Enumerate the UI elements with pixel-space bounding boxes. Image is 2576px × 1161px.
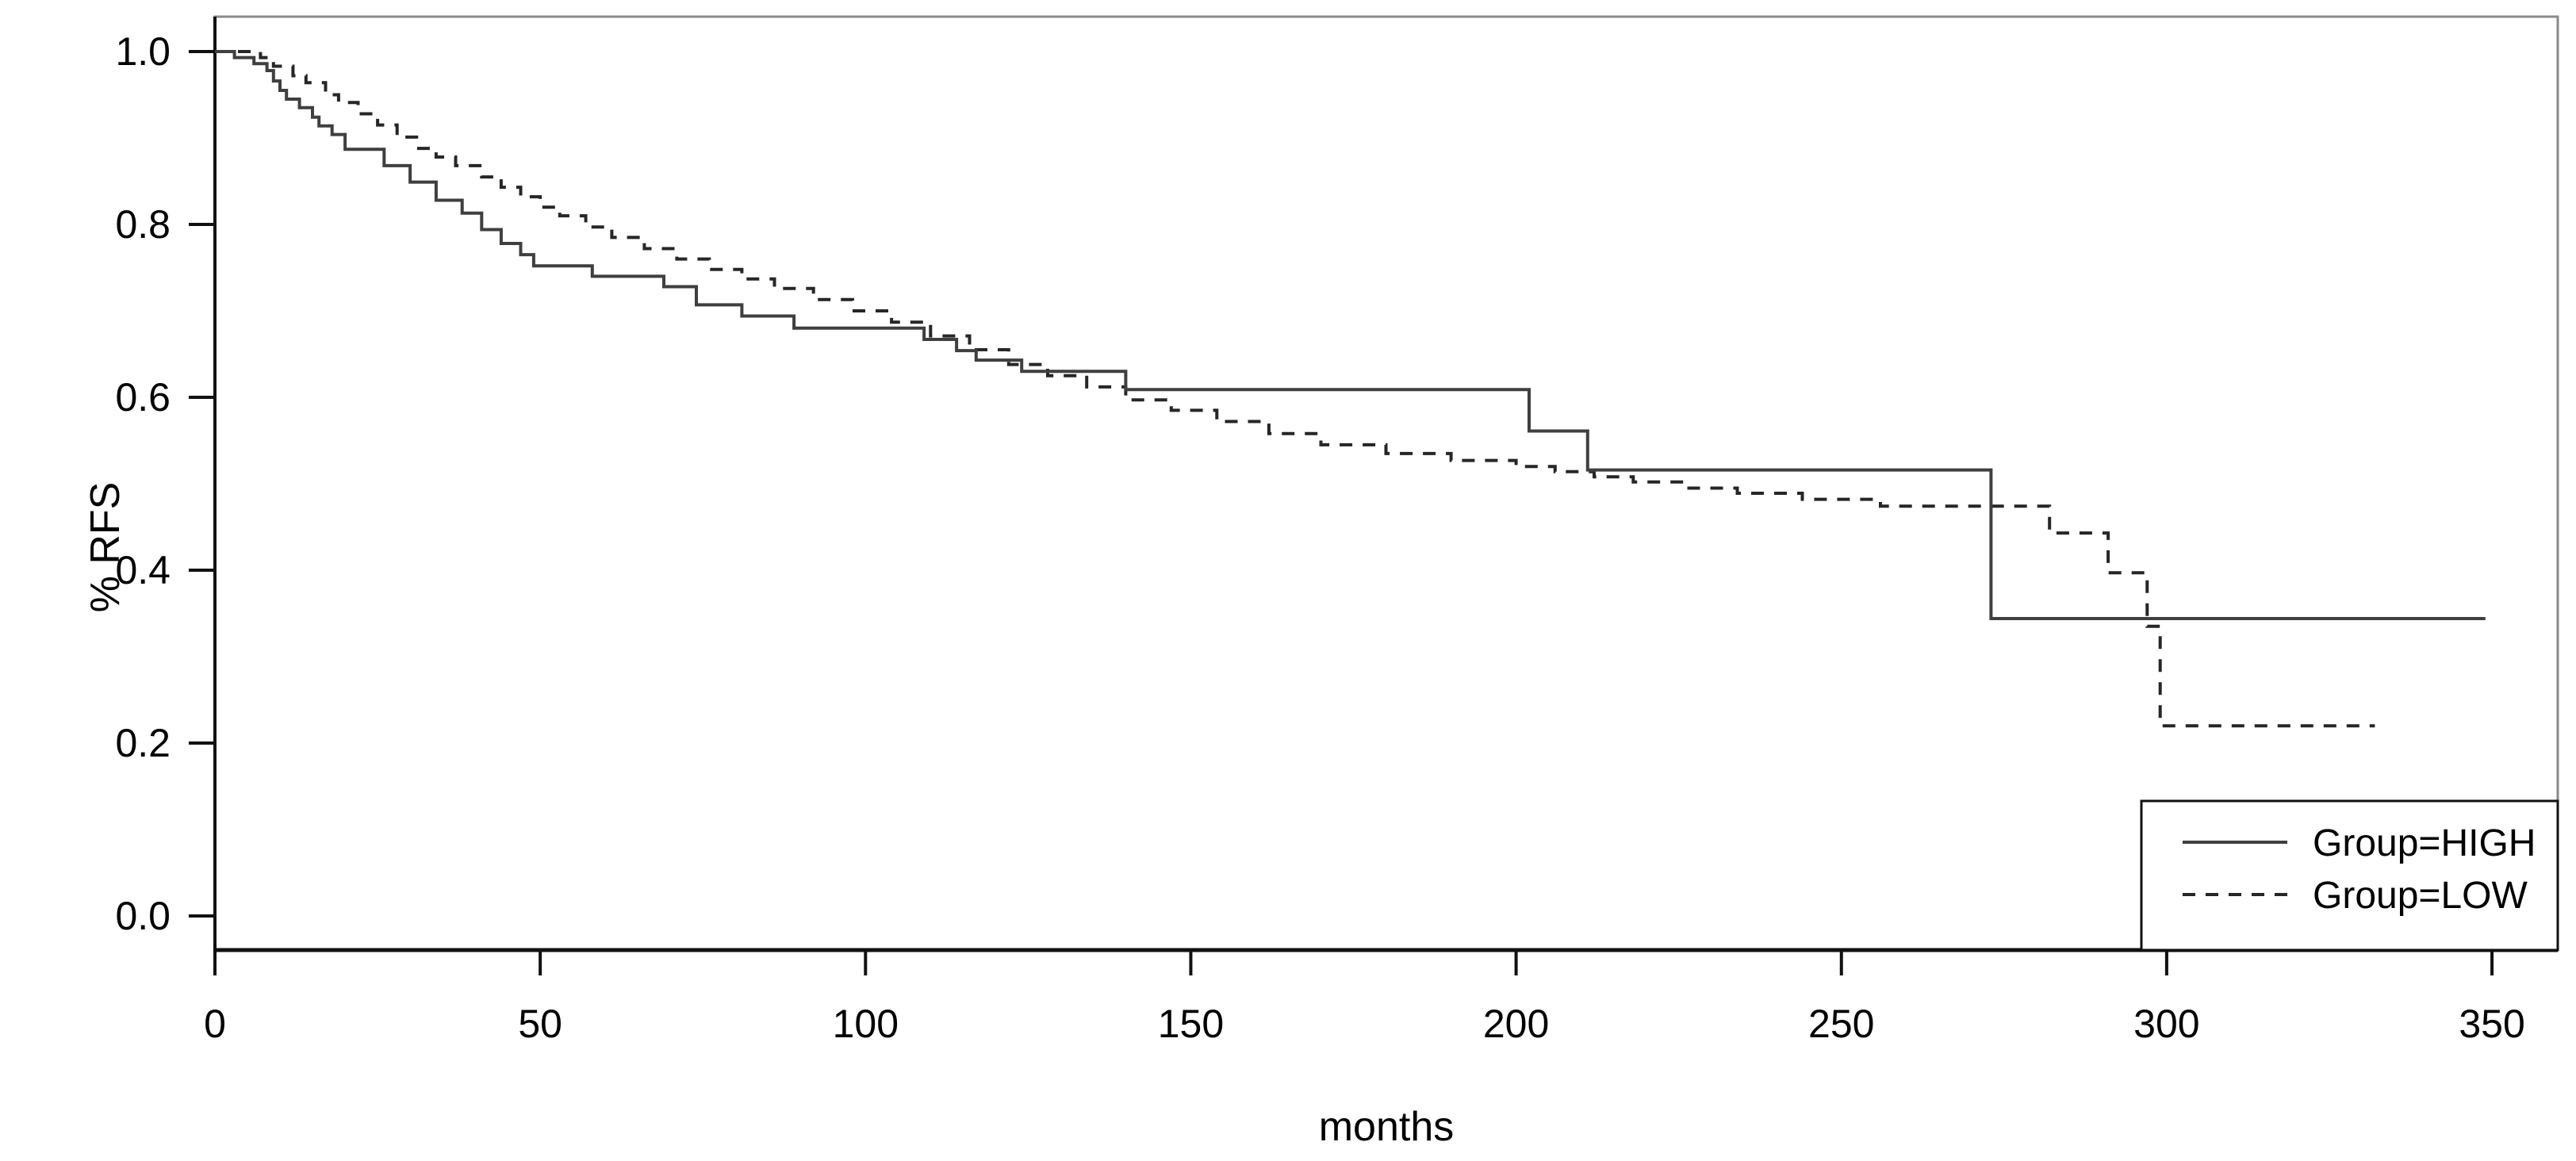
y-tick-label: 0.6 — [115, 375, 171, 420]
x-axis-title: months — [1319, 1104, 1455, 1150]
y-tick-label: 0.4 — [115, 548, 171, 592]
legend: Group=HIGH Group=LOW — [2140, 799, 2559, 952]
legend-label-low: Group=LOW — [2313, 875, 2528, 917]
x-tick-label: 300 — [2133, 1002, 2199, 1046]
x-tick-label: 150 — [1158, 1002, 1224, 1046]
legend-box — [2140, 799, 2559, 952]
x-tick-label: 0 — [204, 1002, 226, 1046]
y-axis-ticks: 0.0 0.2 0.4 0.6 0.8 1.0 — [115, 29, 215, 938]
series-low-dashed-line — [215, 50, 2375, 728]
legend-label-high: Group=HIGH — [2313, 822, 2536, 864]
y-tick-label: 0.8 — [115, 202, 171, 247]
x-tick-label: 50 — [518, 1002, 562, 1046]
y-axis-title: % RFS — [82, 482, 128, 613]
y-tick-label: 0.2 — [115, 721, 171, 765]
x-tick-label: 200 — [1483, 1002, 1549, 1046]
x-tick-label: 350 — [2459, 1002, 2524, 1046]
x-tick-label: 100 — [833, 1002, 899, 1046]
y-tick-label: 0.0 — [115, 894, 171, 938]
x-tick-label: 250 — [1808, 1002, 1874, 1046]
x-axis-ticks: 0 50 100 150 200 250 300 350 — [204, 950, 2525, 1046]
series-high-solid-line — [215, 50, 2486, 620]
y-tick-label: 1.0 — [115, 29, 171, 74]
